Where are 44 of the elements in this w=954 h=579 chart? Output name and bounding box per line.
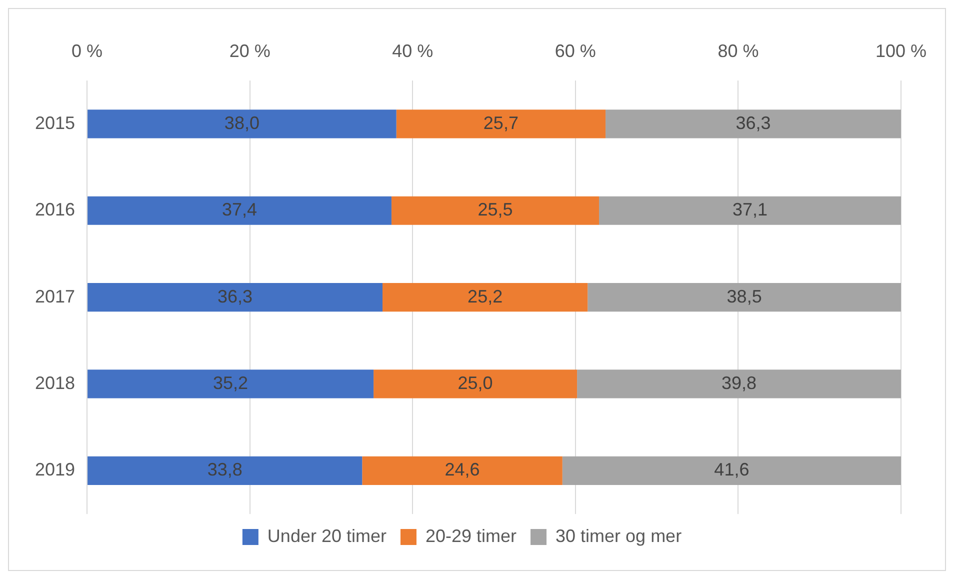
bar (588, 283, 901, 312)
y-tick-label: 2017 (34, 286, 76, 306)
data-label: 37,1 (732, 200, 768, 220)
data-label: 24,6 (444, 460, 480, 480)
data-label: 36,3 (218, 286, 253, 306)
x-tick-label: 60 % (554, 40, 596, 61)
data-label: 36,3 (736, 112, 771, 133)
x-tick-label: 20 % (229, 40, 270, 61)
y-tick-label: 2016 (34, 200, 76, 220)
bar (599, 196, 901, 225)
data-label: 25,0 (458, 372, 493, 393)
x-tick-label: 0 % (72, 40, 103, 61)
data-label: 41,6 (714, 460, 750, 480)
x-tick-label: 80 % (718, 40, 759, 61)
y-tick-label: 2019 (34, 460, 76, 480)
bar (88, 196, 392, 225)
bar (88, 456, 362, 485)
bar (362, 456, 562, 485)
bar (88, 110, 396, 138)
bar (391, 196, 600, 225)
y-tick-label: 2018 (34, 372, 76, 393)
legend-label: 20-29 timer (425, 526, 517, 546)
bar (374, 370, 578, 398)
data-label: 38,0 (224, 112, 260, 133)
data-label: 33,8 (207, 460, 242, 480)
legend-label: 30 timer og mer (556, 526, 682, 546)
bar (382, 283, 588, 312)
data-label: 39,8 (722, 372, 757, 393)
legend-label: Under 20 timer (267, 526, 386, 546)
bar (88, 283, 383, 312)
data-label: 25,7 (483, 112, 518, 133)
bar (562, 456, 901, 485)
bar (88, 370, 374, 398)
data-label: 38,5 (726, 286, 762, 306)
bar (577, 370, 901, 398)
data-label: 25,5 (478, 200, 513, 220)
bar (396, 110, 606, 138)
x-tick-label: 100 % (875, 40, 927, 61)
data-label: 25,2 (468, 286, 503, 306)
x-tick-label: 40 % (392, 40, 434, 61)
bar (606, 110, 901, 138)
y-tick-label: 2015 (34, 112, 76, 133)
data-label: 35,2 (213, 372, 248, 393)
data-label: 37,4 (222, 200, 258, 220)
